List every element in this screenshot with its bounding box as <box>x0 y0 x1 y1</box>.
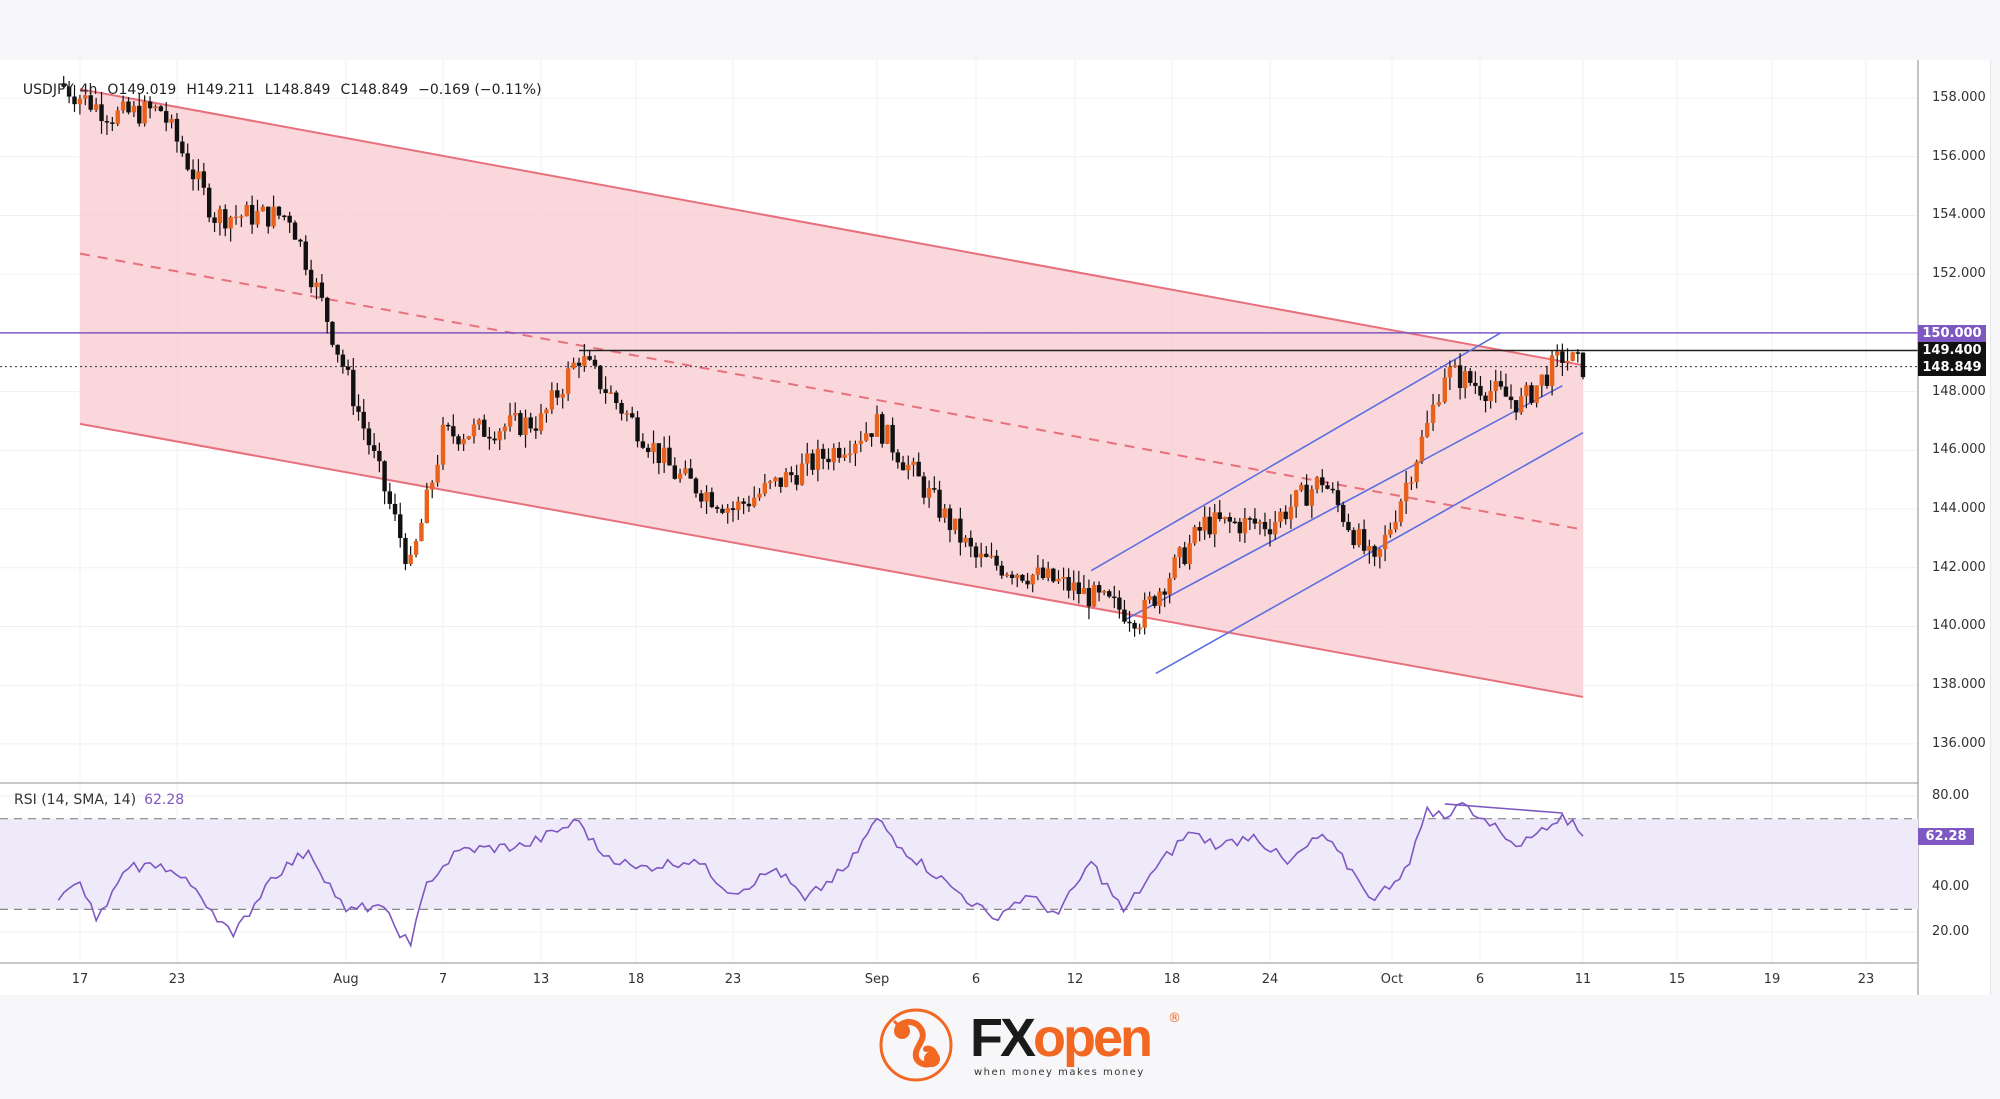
price-axis-tick: 154.000 <box>1932 207 1986 223</box>
rsi-band-fill <box>0 818 1918 910</box>
ohlc-close: C148.849 <box>340 82 409 98</box>
time-axis-tick: 18 <box>627 972 645 987</box>
price-axis-tick: 142.000 <box>1932 559 1986 575</box>
descending-channel-lower-line[interactable] <box>79 422 1584 698</box>
price-axis-tick: 148.000 <box>1932 383 1986 399</box>
time-axis-tick: 15 <box>1668 972 1686 987</box>
price-axis-tick: 144.000 <box>1932 501 1986 517</box>
price-axis-tick: 156.000 <box>1932 148 1986 164</box>
rsi-axis-tick: 20.00 <box>1932 924 1970 940</box>
brand-name: FXopen <box>970 1008 1153 1068</box>
price-axis-tick: 146.000 <box>1932 442 1986 458</box>
rsi-axis-tick: 80.00 <box>1932 788 1970 803</box>
symbol-name: USDJPY <box>22 82 74 98</box>
descending-channel-median-line[interactable] <box>79 252 1584 531</box>
time-axis-tick: 17 <box>71 972 89 987</box>
rsi-axis-tick: 40.00 <box>1932 878 1970 894</box>
price-axis-tick: 140.000 <box>1932 618 1986 634</box>
rsi-legend[interactable]: RSI (14, SMA, 14) 62.28 <box>14 792 184 808</box>
candlestick-series <box>61 75 1586 637</box>
last-price-tag: 148.849 <box>1918 359 1986 376</box>
time-axis-tick: Aug <box>333 972 359 987</box>
time-axis-tick: 6 <box>1475 972 1485 987</box>
ohlc-low: L148.849 <box>264 82 331 98</box>
time-axis-tick: 7 <box>438 972 448 987</box>
symbol-timeframe: 4h <box>79 82 98 98</box>
registered-mark: ® <box>1168 1011 1181 1026</box>
chart-canvas[interactable] <box>0 0 2000 1000</box>
fxopen-logo: FXopen ® when money makes money <box>878 1005 1181 1090</box>
level-149-4-tag: 149.400 <box>1918 342 1986 359</box>
time-axis-tick: 23 <box>724 972 742 987</box>
time-axis-tick: 23 <box>168 972 186 987</box>
time-axis-tick: 13 <box>532 972 550 987</box>
ohlc-change: −0.169 (−0.11%) <box>418 82 542 98</box>
ohlc-high: H149.211 <box>186 82 255 98</box>
level-150-tag: 150.000 <box>1918 325 1986 342</box>
price-axis-tick: 136.000 <box>1932 735 1986 751</box>
time-axis-tick: 12 <box>1066 972 1084 987</box>
ohlc-open: O149.019 <box>107 82 177 98</box>
time-axis-tick: 18 <box>1163 972 1181 987</box>
symbol-legend[interactable]: USDJPY 4h O149.019 H149.211 L148.849 C148.849… <box>14 66 552 98</box>
rsi-line <box>57 801 1584 949</box>
time-axis-tick: 11 <box>1574 972 1592 987</box>
rsi-legend-value: 62.28 <box>144 792 185 808</box>
brand-tagline: when money makes money <box>974 1067 1145 1078</box>
time-axis-tick: 19 <box>1763 972 1781 987</box>
descending-channel-fill <box>80 89 1583 697</box>
rsi-divergence-line[interactable] <box>1444 803 1563 814</box>
price-axis-tick: 158.000 <box>1932 90 1986 105</box>
time-axis-tick: 6 <box>971 972 981 987</box>
price-axis-tick: 138.000 <box>1932 677 1986 693</box>
rsi-value-tag: 62.28 <box>1918 828 1974 845</box>
descending-channel-upper-line[interactable] <box>79 88 1584 367</box>
time-axis-tick: Sep <box>864 972 890 987</box>
rsi-label: RSI (14, SMA, 14) <box>14 792 137 808</box>
time-axis-tick: 24 <box>1261 972 1279 987</box>
time-axis-tick: 23 <box>1857 972 1875 987</box>
bull-bear-emblem-icon <box>879 1008 953 1082</box>
time-axis-tick: Oct <box>1380 972 1404 987</box>
price-axis-tick: 152.000 <box>1932 266 1986 282</box>
